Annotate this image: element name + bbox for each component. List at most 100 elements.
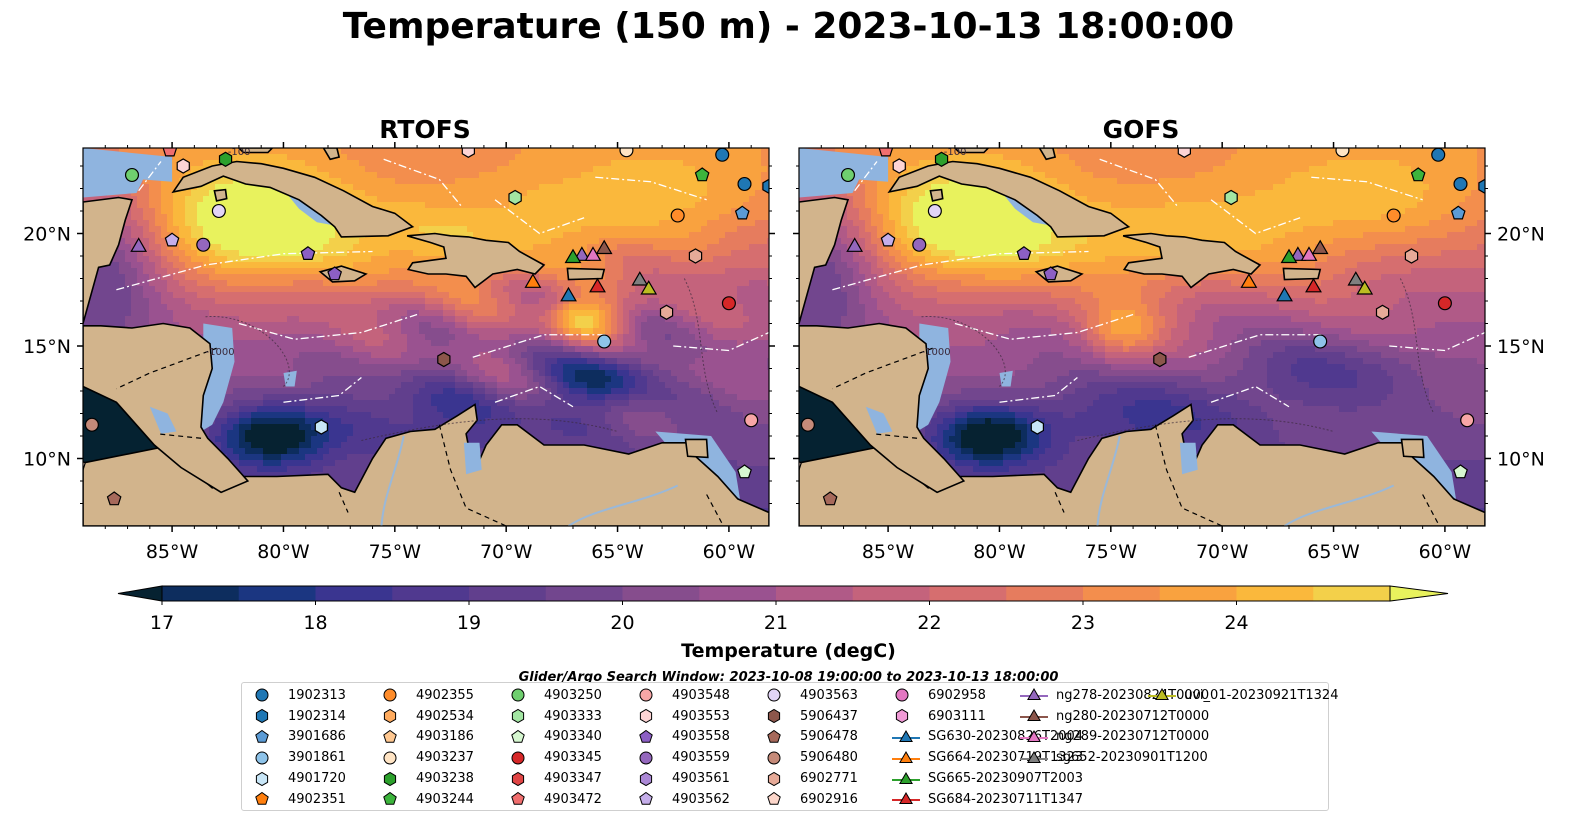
glider-SG665-20230907T2003: [564, 248, 582, 264]
colorbar-tick-label: 17: [150, 612, 174, 634]
legend-label: 4903563: [800, 687, 858, 703]
country-borders: [832, 347, 1439, 526]
legend-marker-icon: [383, 771, 397, 786]
argo-float-4903558: [300, 246, 316, 260]
legend-item: SG630-20230826T2004: [892, 727, 1083, 748]
legend-label: ng280-20230712T0000: [1056, 708, 1210, 724]
argo-float-4903340: [737, 464, 752, 479]
argo-float-3901861: [597, 334, 612, 349]
contour-label: -100: [228, 147, 251, 158]
legend-marker-icon: [639, 751, 653, 765]
legend-label: 4903186: [416, 729, 474, 745]
legend-item: 5906480: [764, 747, 858, 768]
legend-label: 4903244: [416, 791, 474, 807]
legend-item: ng278-20230824T0000: [1020, 685, 1209, 706]
colorbar-segment: [1159, 586, 1237, 601]
argo-float-6902771: [1404, 248, 1419, 264]
argo-float-4903548: [744, 413, 759, 428]
legend-marker-icon: [383, 751, 397, 765]
argo-float-4903238: [934, 151, 949, 167]
legend-item: 4903250: [508, 685, 602, 706]
legend-label: 4903238: [416, 771, 474, 787]
lat-tick-label: 20°N: [1497, 224, 1545, 246]
legend-label: 6902958: [928, 687, 986, 703]
legend-item: 4902355: [380, 685, 474, 706]
argo-float-4903244: [1410, 167, 1426, 182]
legend-label: 6902916: [800, 791, 858, 807]
legend-label: 4903561: [672, 771, 730, 787]
argo-float-4903333: [508, 189, 522, 206]
legend-item: uvi_01-20230921T1324: [1148, 685, 1338, 706]
land-central-america: [799, 322, 966, 494]
glider-ng278-20230824T0000: [573, 246, 591, 261]
land-bahamas: [322, 148, 341, 161]
argo-float-5906437: [1153, 351, 1167, 368]
country-borders: [116, 347, 723, 526]
land-isla-de-la-juventud: [213, 188, 228, 202]
legend-item: 4903345: [508, 747, 602, 768]
legend-marker-icon: [255, 729, 269, 743]
lon-tick-label: 70°W: [480, 541, 533, 563]
lon-tick-label: 60°W: [1419, 541, 1472, 563]
argo-float-4903333: [1224, 189, 1238, 206]
legend-item: SG665-20230907T2003: [892, 768, 1083, 789]
argo-float-3901861: [1313, 334, 1328, 349]
colorbar-tick-label: 18: [303, 612, 327, 634]
legend-label: 4902351: [288, 791, 346, 807]
shelf-area: [999, 370, 1013, 387]
glider-sg652-20230901T1200: [1347, 271, 1365, 286]
legend-item: 4903562: [636, 789, 730, 810]
legend-column: 4903548 4903553 4903558 4903559 4903561 49035…: [636, 685, 730, 810]
argo-float-4901720: [1030, 419, 1044, 435]
legend-marker-icon: [511, 751, 525, 765]
glider-ng278-20230824T0000: [846, 237, 864, 252]
legend-marker-icon: [895, 709, 909, 724]
legend-marker-icon: [383, 792, 397, 806]
glider-SG665-20230907T2003: [1280, 248, 1298, 264]
colorbar-tick-label: 22: [917, 612, 941, 634]
lon-tick-label: 80°W: [973, 541, 1026, 563]
argo-float-4903548: [1460, 413, 1475, 428]
legend-marker-icon: [892, 792, 920, 805]
legend-marker-icon: [511, 729, 525, 743]
legend-marker-icon: [892, 729, 920, 742]
legend-marker-icon: [639, 792, 653, 806]
argo-float-5906437: [437, 351, 451, 368]
legend-marker-icon: [255, 688, 269, 702]
legend-marker-icon: [511, 709, 525, 724]
legend-marker-icon: [767, 709, 781, 724]
legend-marker-icon: [1020, 688, 1048, 701]
legend-column: uvi_01-20230921T1324: [1148, 685, 1338, 706]
argo-float-6902771: [688, 248, 703, 264]
glider-sg652-20230901T1200: [631, 271, 649, 286]
legend-marker-icon: [511, 771, 525, 786]
argo-float-4903250: [124, 167, 140, 183]
eez-boundaries: [116, 158, 769, 408]
lake-maracaibo: [1179, 442, 1198, 475]
argo-float-4903345: [721, 296, 736, 311]
legend-column: ng278-20230824T0000 ng280-20230712T0000 ng…: [1020, 685, 1209, 768]
legend-marker-icon: [892, 750, 920, 763]
map-figure: -100 -1000 85°W 80°W 75°W 70°W 65°W 60°W 20°N 15°…: [23, 142, 1545, 634]
legend-item: ng280-20230712T0000: [1020, 706, 1209, 727]
legend-label: 4903345: [544, 750, 602, 766]
legend: 1902313 1902314 3901686 3901861 4901720 49023…: [241, 682, 1338, 811]
argo-float-1902313: [737, 176, 752, 192]
glider-ng280-20230712T0000: [1311, 239, 1329, 255]
legend-item: 6902958: [892, 685, 1083, 706]
map-frame: [798, 147, 1486, 527]
legend-item: 4903347: [508, 768, 602, 789]
lon-tick-label: 65°W: [1307, 541, 1360, 563]
legend-item: 4903186: [380, 727, 474, 748]
land-florida: [953, 148, 990, 154]
legend-column: 4902355 4902534 4903186 4903237 4903238 49032…: [380, 685, 474, 810]
land-isla-de-la-juventud: [929, 188, 944, 202]
land-trinidad: [684, 438, 709, 459]
glider-ng280-20230712T0000: [595, 239, 613, 255]
legend-marker-icon: [1020, 709, 1048, 722]
legend-label: 4903472: [544, 791, 602, 807]
legend-column: 6902958 6903111 SG630-20230826T2004 SG664-2…: [892, 685, 1083, 810]
legend-item: 4903237: [380, 747, 474, 768]
legend-label: 3901861: [288, 750, 346, 766]
lon-tick-label: 75°W: [369, 541, 422, 563]
